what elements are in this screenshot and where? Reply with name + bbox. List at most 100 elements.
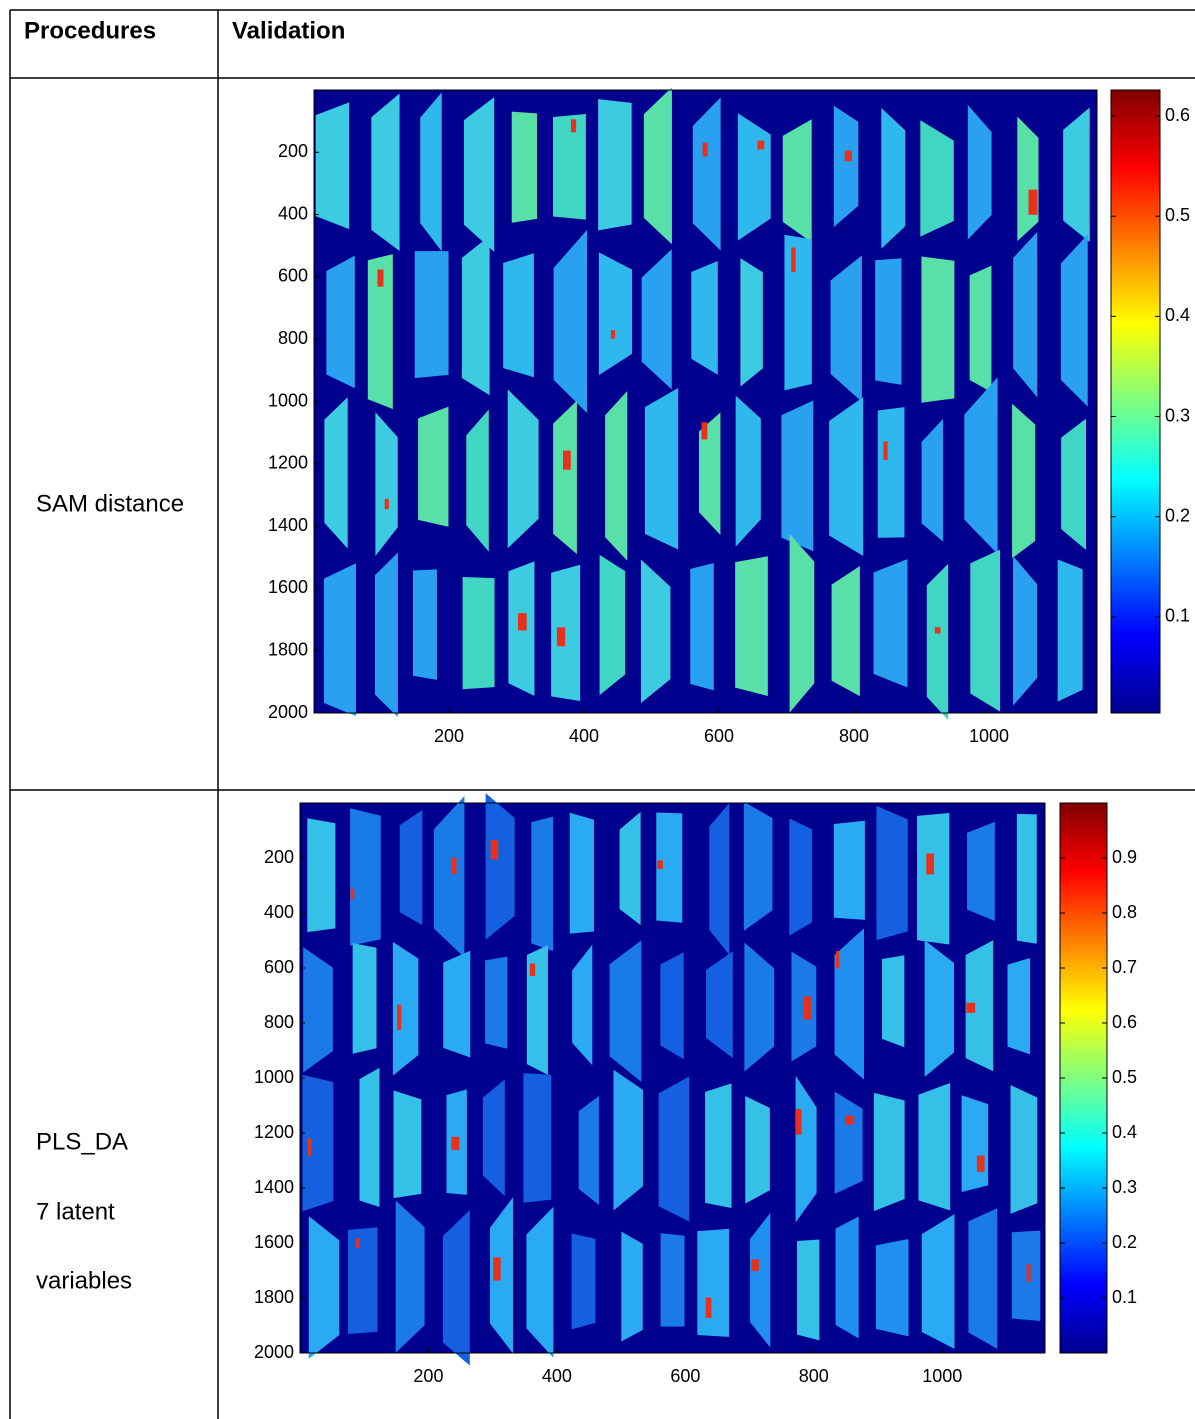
leaf (877, 407, 905, 538)
leaf (709, 803, 730, 955)
colorbar-tick-label: 0.9 (1112, 847, 1137, 867)
colorbar-tick-label: 0.4 (1112, 1122, 1137, 1142)
lesion (791, 247, 796, 272)
leaf (749, 1212, 771, 1348)
leaf (644, 387, 679, 550)
lesion (397, 1004, 402, 1031)
leaf (873, 559, 908, 688)
leaf (315, 102, 350, 230)
leaf (967, 104, 992, 240)
leaf (599, 554, 626, 696)
leaf (640, 559, 671, 704)
y-tick-label: 1000 (268, 390, 308, 410)
leaf (302, 1074, 334, 1212)
y-tick-label: 1200 (268, 453, 308, 473)
leaf (348, 1227, 378, 1334)
y-tick-label: 1800 (268, 639, 308, 659)
leaf (735, 556, 768, 696)
leaf (511, 111, 538, 223)
lesion (883, 441, 888, 461)
leaf (572, 944, 593, 1066)
colorbar-tick-label: 0.2 (1112, 1232, 1137, 1252)
y-tick-label: 200 (278, 141, 308, 161)
x-tick-label: 400 (542, 1366, 572, 1386)
x-tick-label: 600 (670, 1366, 700, 1386)
leaf (797, 1239, 820, 1341)
leaf (692, 97, 721, 251)
leaf (745, 1096, 770, 1204)
lesion (451, 1136, 460, 1150)
leaf (784, 234, 812, 391)
lesion (657, 860, 663, 869)
leaf (605, 391, 628, 561)
leaf (831, 565, 860, 697)
leaf (641, 249, 672, 390)
leaf (523, 1073, 552, 1203)
leaf (829, 397, 864, 556)
leaf (789, 818, 812, 936)
y-tick-label: 1000 (254, 1067, 294, 1087)
leaf (916, 813, 950, 945)
lesion (518, 613, 527, 631)
leaf (656, 812, 683, 923)
leaf (1063, 107, 1090, 242)
leaf (1012, 403, 1036, 559)
leaf (1007, 958, 1031, 1055)
lesion (966, 1002, 976, 1013)
leaf (833, 105, 859, 228)
lesion (701, 422, 708, 440)
leaf (553, 113, 586, 220)
leaf (420, 92, 442, 252)
colorbar-tick-label: 0.2 (1165, 505, 1190, 525)
leaf (744, 942, 775, 1072)
leaf (961, 1095, 989, 1193)
leaf (735, 395, 761, 547)
leaf (835, 1216, 859, 1339)
lesion (307, 1138, 312, 1156)
leaf (1013, 231, 1038, 398)
lesion (976, 1155, 985, 1172)
procedure-label: PLS_DA (36, 1128, 128, 1155)
leaf (1011, 1230, 1041, 1322)
header-cell: Validation (232, 17, 345, 44)
leaf (507, 389, 539, 549)
header-cell: Procedures (24, 17, 156, 44)
colorbar-tick-label: 0.4 (1165, 305, 1190, 325)
leaf (705, 1083, 732, 1209)
leaf (921, 256, 955, 403)
leaf (658, 1076, 690, 1222)
colorbar-tick-label: 0.8 (1112, 902, 1137, 922)
y-tick-label: 800 (264, 1012, 294, 1032)
leaf (433, 796, 465, 958)
procedure-label: SAM distance (36, 490, 184, 517)
colorbar-tick-label: 0.5 (1165, 205, 1190, 225)
leaf (875, 1239, 909, 1337)
y-tick-label: 1400 (268, 515, 308, 535)
leaf (466, 409, 489, 552)
leaf (1060, 234, 1088, 407)
leaf (371, 93, 400, 252)
colorbar-tick-label: 0.6 (1165, 105, 1190, 125)
leaf (412, 569, 437, 680)
leaf (531, 816, 554, 952)
leaf (924, 940, 955, 1077)
colorbar-tick-label: 0.6 (1112, 1012, 1137, 1032)
lesion (451, 857, 457, 875)
lesion (562, 450, 571, 470)
lesion (490, 839, 499, 860)
leaf (1057, 559, 1083, 702)
leaf (395, 1200, 425, 1353)
lesion (802, 996, 811, 1020)
leaf (308, 1216, 340, 1359)
leaf (782, 119, 812, 243)
leaf (551, 564, 581, 701)
leaf (414, 251, 449, 379)
lesion (835, 950, 840, 969)
y-tick-label: 400 (264, 902, 294, 922)
leaf (482, 1079, 505, 1197)
leaf (393, 1090, 422, 1199)
x-tick-label: 1000 (922, 1366, 962, 1386)
procedure-label: 7 latent (36, 1198, 115, 1225)
leaf (461, 235, 490, 396)
lesion (1026, 1263, 1031, 1282)
